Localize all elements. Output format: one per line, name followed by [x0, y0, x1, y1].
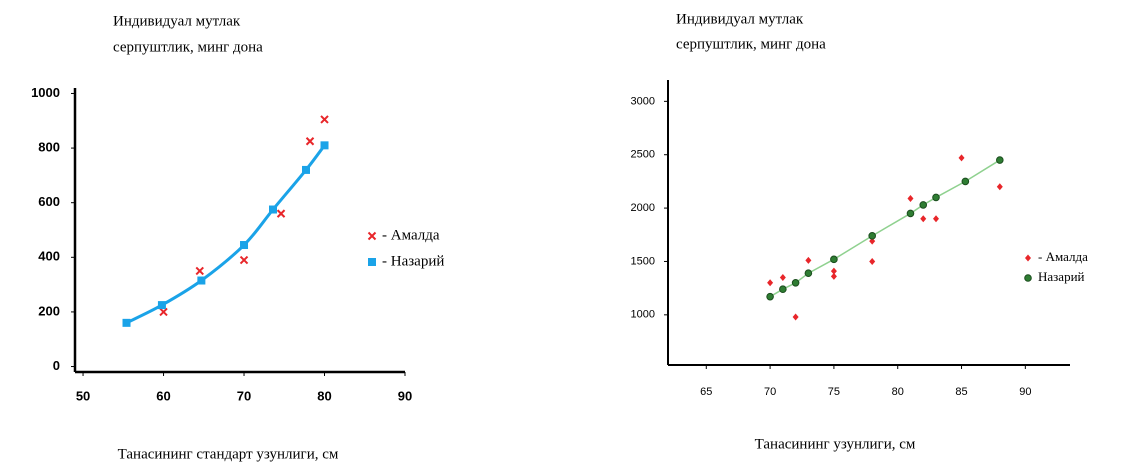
x-tick-label: 75: [828, 386, 840, 398]
point: [159, 307, 168, 317]
point: [269, 205, 277, 214]
x-tick-label: 50: [76, 388, 90, 403]
point: [779, 273, 786, 281]
point: [320, 115, 329, 124]
y-axis-label: Индивидуал мутлак: [676, 11, 804, 27]
point: [932, 193, 940, 202]
y-tick-label: 200: [38, 303, 60, 318]
point: [791, 279, 800, 287]
x-tick-label: 80: [892, 386, 904, 398]
point: [197, 276, 206, 285]
y-tick-label: 1000: [631, 309, 655, 321]
point: [869, 237, 876, 245]
y-axis-label: Индивидуал мутлак: [113, 13, 241, 29]
legend-marker: [368, 258, 376, 266]
y-axis-label: серпуштлик, минг дона: [113, 39, 263, 55]
point: [320, 141, 329, 150]
point: [302, 165, 310, 174]
point: [933, 215, 939, 223]
point: [157, 301, 166, 310]
point: [961, 177, 970, 186]
y-axis-label: серпуштлик, минг дона: [676, 36, 826, 52]
point: [996, 183, 1003, 191]
point: [792, 313, 799, 321]
chart: Индивидуал мутлак серпуштлик, минг дона Та…: [31, 13, 444, 462]
legend-label: - Назарий: [382, 253, 444, 269]
x-tick-label: 90: [398, 388, 412, 403]
point: [766, 292, 774, 301]
legend-marker: [1025, 254, 1031, 262]
point: [920, 215, 927, 223]
point: [830, 255, 838, 264]
point: [830, 272, 837, 280]
x-tick-label: 70: [237, 388, 251, 403]
point: [276, 209, 286, 218]
point: [122, 318, 131, 327]
point: [195, 266, 204, 276]
point: [996, 156, 1004, 164]
y-tick-label: 3000: [631, 95, 655, 107]
point: [805, 256, 812, 264]
point: [830, 267, 837, 275]
y-tick-label: 600: [38, 194, 60, 209]
point: [239, 255, 249, 265]
x-tick-label: 85: [955, 386, 967, 398]
legend-label: - Амалда: [1038, 249, 1088, 264]
series-line: [125, 144, 326, 325]
legend-marker: [1024, 274, 1032, 282]
y-tick-label: 0: [53, 358, 60, 373]
y-tick-label: 1000: [31, 85, 60, 100]
x-axis-label: Танасининг стандарт узунлиги, см: [118, 446, 339, 462]
y-tick-label: 400: [38, 249, 60, 264]
point: [305, 137, 315, 146]
y-tick-label: 2500: [631, 149, 655, 161]
y-tick-label: 1500: [631, 255, 655, 267]
chart: Индивидуал мутлак серпуштлик, минг дона Та…: [631, 11, 1089, 452]
x-tick-label: 65: [700, 386, 712, 398]
legend-label: Назарий: [1038, 269, 1085, 284]
x-tick-label: 60: [156, 388, 170, 403]
point: [906, 209, 915, 218]
x-axis-label: Танасининг узунлиги, см: [755, 436, 916, 452]
point: [907, 194, 914, 202]
y-tick-label: 800: [38, 140, 60, 155]
y-tick-label: 2000: [631, 202, 655, 214]
point: [869, 257, 876, 265]
x-tick-label: 80: [317, 388, 331, 403]
point: [919, 201, 928, 209]
point: [804, 269, 813, 278]
legend-label: - Амалда: [382, 227, 440, 243]
point: [767, 279, 774, 287]
point: [779, 285, 787, 294]
point: [958, 154, 965, 162]
x-tick-label: 90: [1019, 386, 1031, 398]
legend-marker: [367, 231, 377, 241]
x-tick-label: 70: [764, 386, 776, 398]
point: [240, 241, 249, 250]
point: [868, 232, 876, 240]
